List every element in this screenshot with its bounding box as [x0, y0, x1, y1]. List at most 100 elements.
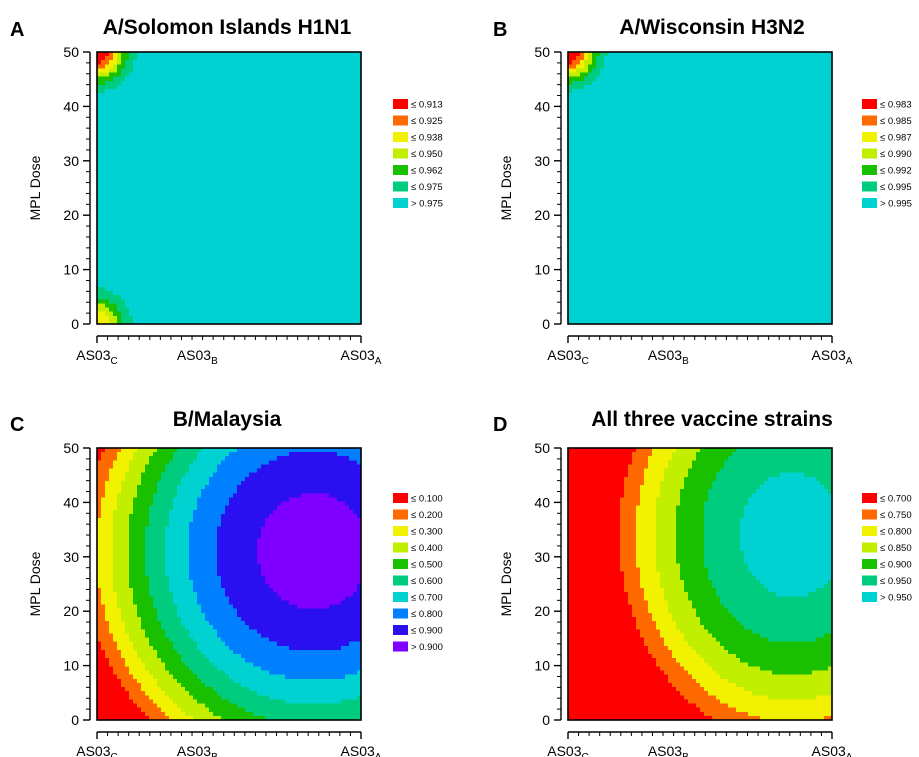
contour-cell — [696, 456, 729, 461]
contour-cell — [676, 448, 701, 453]
contour-cell — [568, 612, 633, 618]
contour-cell — [121, 315, 134, 321]
contour-cell — [656, 542, 677, 548]
contour-cell — [157, 485, 178, 490]
contour-cell — [105, 80, 122, 86]
contour-cell — [568, 229, 833, 234]
contour-cell — [201, 493, 234, 499]
contour-cell — [568, 311, 833, 317]
x-axis: AS03C AS03B AS03A — [76, 335, 382, 367]
contour-cell — [165, 571, 190, 577]
contour-cell — [97, 122, 362, 127]
contour-cell — [672, 452, 697, 457]
contour-cell — [233, 493, 302, 499]
x-tick-label: AS03A — [341, 743, 382, 757]
contour-cell — [197, 699, 230, 705]
contour-cell — [129, 695, 150, 700]
contour-cell — [688, 468, 721, 474]
contour-cell — [716, 695, 769, 700]
contour-cell — [648, 456, 673, 461]
contour-cell — [145, 563, 166, 569]
contour-cell — [588, 52, 593, 57]
contour-cell — [568, 699, 689, 705]
contour-cell — [121, 60, 126, 65]
contour-cell — [568, 687, 677, 692]
contour-cell — [760, 579, 829, 585]
legend-swatch — [862, 542, 877, 553]
contour-cell — [568, 621, 637, 626]
legend-label: ≤ 0.950 — [880, 576, 912, 587]
contour-cell — [97, 699, 134, 705]
contour-cell — [97, 687, 126, 692]
contour-cell — [568, 616, 637, 622]
contour-cell — [652, 616, 673, 622]
contour-cell — [165, 534, 190, 540]
contour-cell — [189, 563, 218, 569]
contour-cell — [217, 567, 262, 573]
contour-cell — [568, 567, 621, 573]
contour-cell — [101, 588, 114, 593]
contour-cell — [97, 464, 114, 470]
contour-cell — [105, 489, 122, 494]
y-tick-label: 20 — [63, 207, 79, 223]
contour-cell — [760, 715, 825, 721]
contour-cell — [193, 637, 222, 643]
contour-cell — [121, 295, 362, 300]
contour-cell — [640, 489, 661, 494]
contour-cell — [149, 460, 170, 466]
contour-cell — [568, 448, 637, 453]
contour-cell — [576, 68, 589, 74]
contour-cell — [648, 600, 669, 606]
contour-cell — [676, 687, 705, 692]
contour-cell — [157, 654, 182, 659]
contour-cell — [568, 579, 625, 585]
contour-cell — [197, 497, 230, 503]
contour-cell — [185, 662, 214, 668]
contour-cell — [265, 575, 362, 581]
contour-cell — [688, 596, 721, 602]
contour-cell — [584, 64, 589, 70]
contour-cell — [117, 307, 130, 313]
contour-cell — [568, 122, 833, 127]
contour-cell — [241, 616, 362, 622]
contour-cell — [185, 687, 214, 692]
contour-cell — [97, 674, 118, 680]
contour-cell — [740, 518, 833, 523]
contour-cell — [229, 699, 286, 705]
contour-cell — [117, 674, 134, 680]
contour-cell — [636, 555, 657, 560]
legend-swatch — [862, 165, 877, 175]
contour-cell — [97, 76, 114, 82]
contour-cell — [237, 703, 362, 709]
contour-cell — [125, 662, 146, 668]
contour-cell — [97, 204, 362, 210]
contour-cell — [101, 456, 118, 461]
contour-cell — [221, 637, 270, 643]
contour-cell — [636, 505, 657, 511]
contour-cell — [620, 513, 637, 519]
contour-cell — [592, 56, 597, 61]
contour-cell — [101, 641, 118, 647]
contour-cell — [680, 501, 705, 507]
contour-cell — [732, 452, 833, 457]
contour-cell — [129, 464, 146, 470]
y-tick-label: 30 — [534, 549, 550, 565]
contour-cell — [125, 60, 134, 65]
contour-cell — [193, 715, 222, 721]
contour-cell — [97, 476, 110, 482]
contour-cell — [568, 456, 633, 461]
contour-cell — [620, 559, 637, 564]
contour-cell — [568, 286, 833, 292]
contour-cell — [281, 596, 346, 602]
contour-cell — [221, 575, 266, 581]
contour-cell — [145, 662, 166, 668]
contour-cell — [129, 633, 146, 639]
legend-label: ≤ 0.750 — [880, 510, 912, 521]
contour-cell — [624, 579, 641, 585]
contour-cell — [568, 542, 621, 548]
contour-cell — [97, 682, 122, 688]
contour-cell — [213, 662, 254, 668]
contour-cell — [568, 468, 629, 474]
contour-cell — [105, 612, 122, 618]
contour-cell — [596, 76, 833, 82]
